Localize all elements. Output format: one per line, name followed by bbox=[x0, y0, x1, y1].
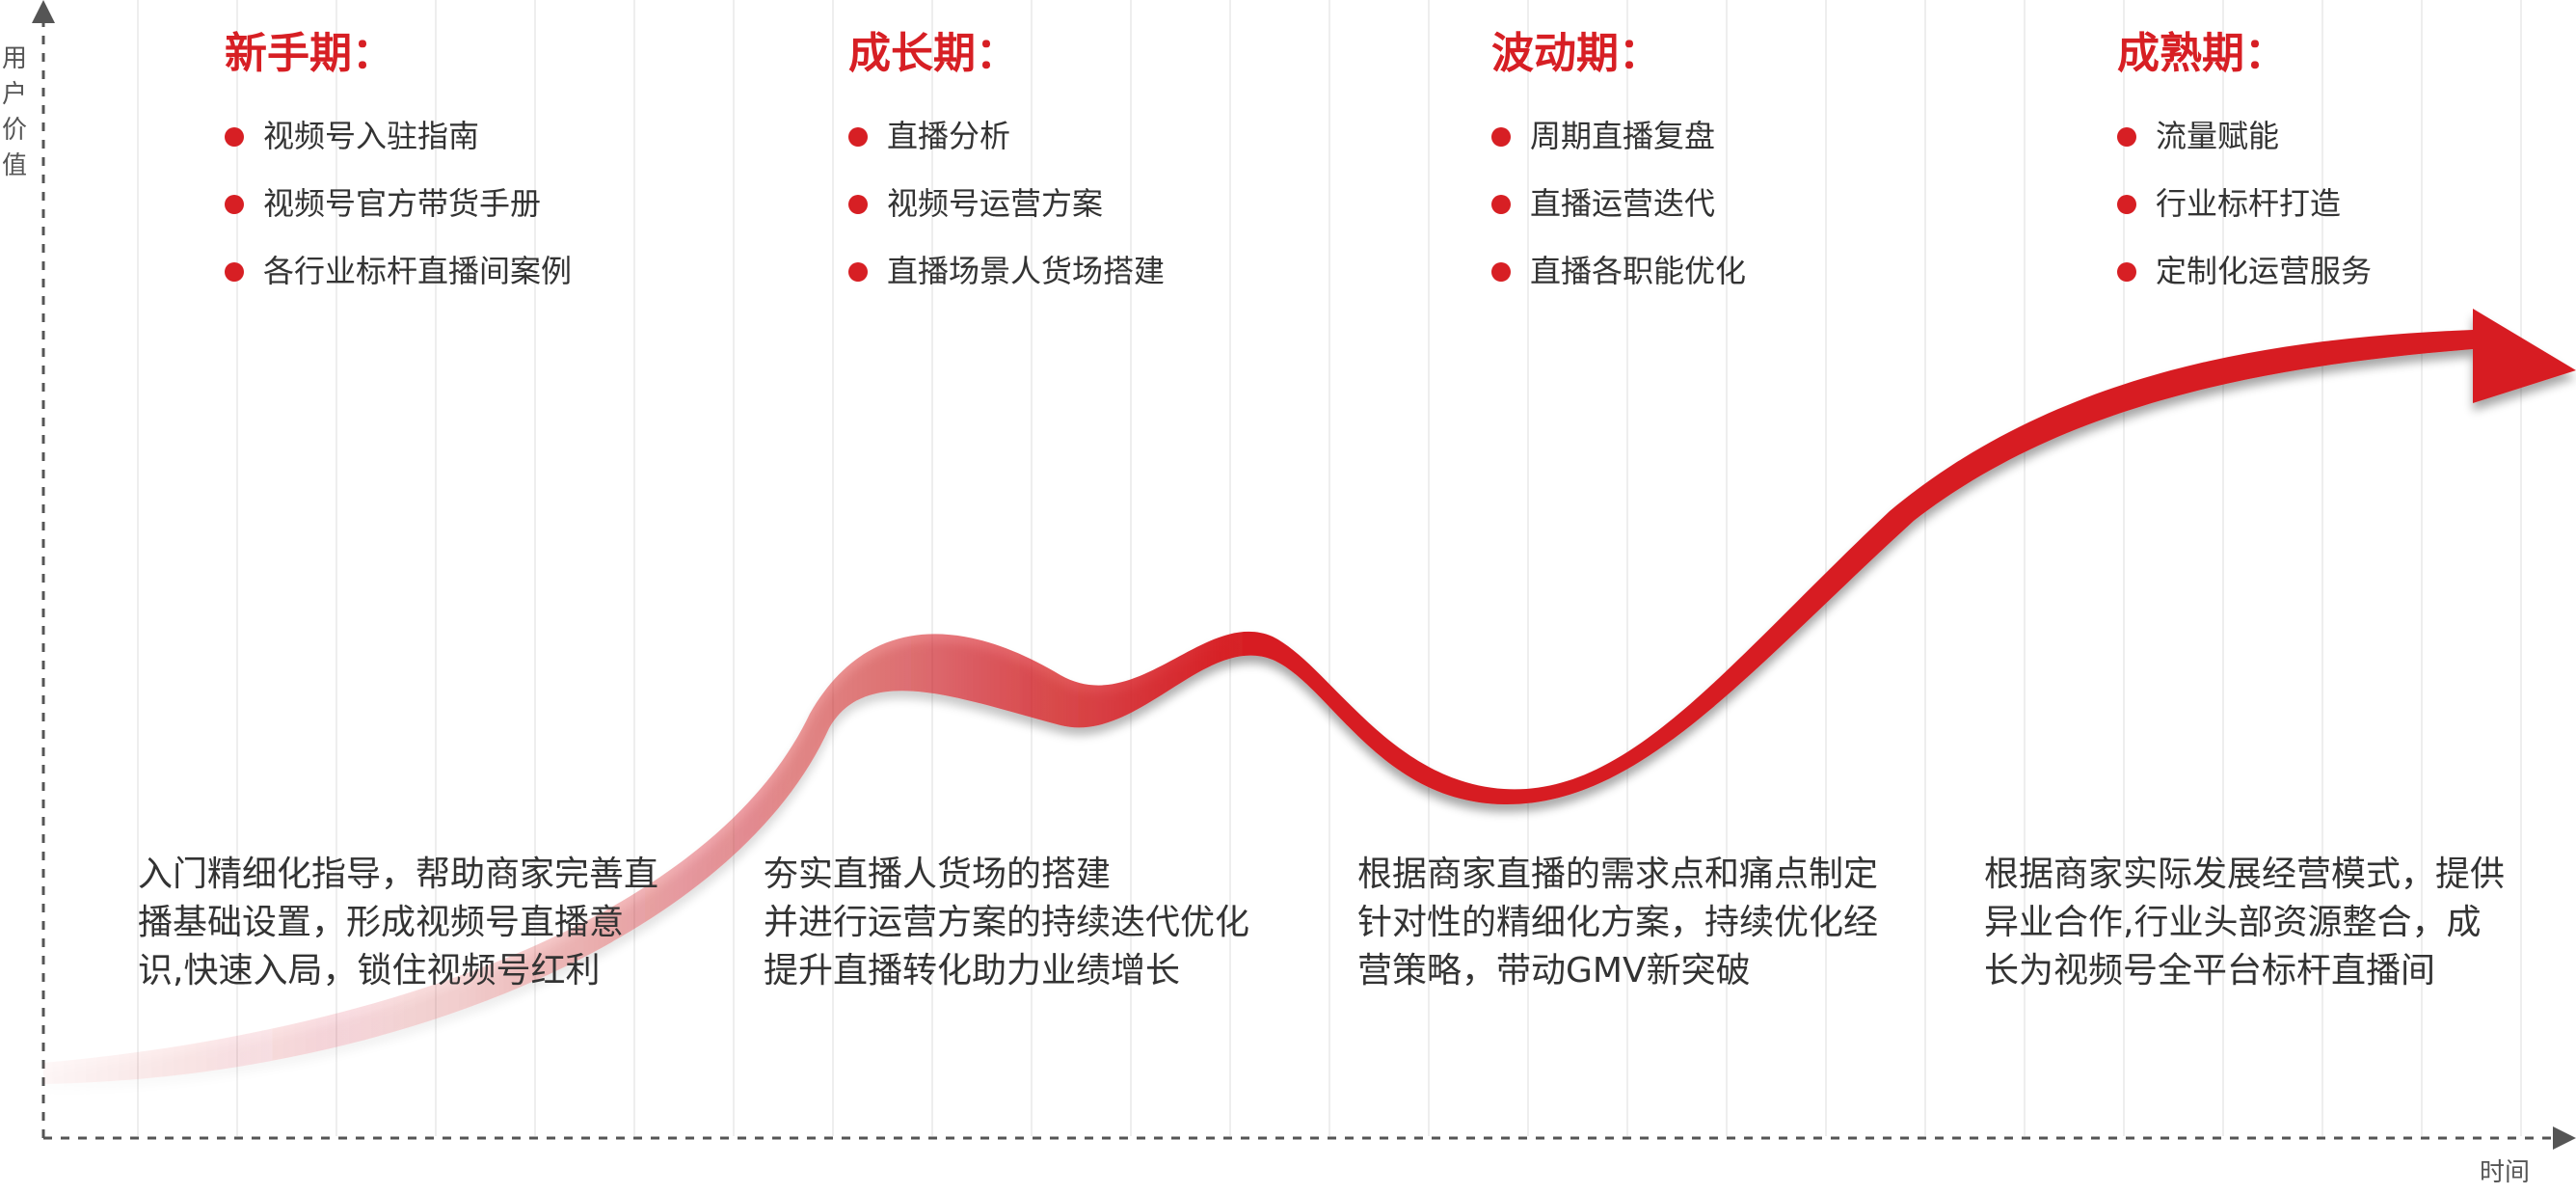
stage-growth: 成长期： 直播分析 视频号运营方案 直播场景人货场搭建 bbox=[848, 27, 1388, 319]
stage-mature: 成熟期： 流量赋能 行业标杆打造 定制化运营服务 bbox=[2117, 27, 2576, 319]
stage-bullet-item: 直播分析 bbox=[848, 117, 1388, 155]
stage-growth-description: 夯实直播人货场的搭建 并进行运营方案的持续迭代优化 提升直播转化助力业绩增长 bbox=[764, 851, 1323, 995]
stage-title: 成长期： bbox=[848, 29, 1018, 78]
stage-bullet-item: 视频号运营方案 bbox=[848, 184, 1388, 223]
stage-bullet-item: 直播各职能优化 bbox=[1491, 252, 2031, 290]
y-axis-label-char: 用 bbox=[2, 44, 28, 73]
stage-novice: 新手期： 视频号入驻指南 视频号官方带货手册 各行业标杆直播间案例 bbox=[225, 27, 765, 319]
stage-bullet-item: 直播运营迭代 bbox=[1491, 184, 2031, 223]
y-axis-label-char: 价 bbox=[2, 116, 28, 145]
stage-fluctuation-description: 根据商家直播的需求点和痛点制定 针对性的精细化方案，持续优化经 营策略，带动GM… bbox=[1357, 851, 1917, 995]
stage-bullet-list: 流量赋能 行业标杆打造 定制化运营服务 bbox=[2117, 117, 2576, 290]
description-line: 并进行运营方案的持续迭代优化 bbox=[764, 903, 1250, 942]
stage-bullet-item: 视频号官方带货手册 bbox=[225, 184, 765, 223]
description-line: 营策略，带动GMV新突破 bbox=[1357, 951, 1751, 990]
stage-bullet-item: 定制化运营服务 bbox=[2117, 252, 2576, 290]
y-axis-arrow-icon bbox=[32, 0, 55, 23]
stage-bullet-item: 视频号入驻指南 bbox=[225, 117, 765, 155]
stage-bullet-list: 周期直播复盘 直播运营迭代 直播各职能优化 bbox=[1491, 117, 2031, 290]
stage-title: 波动期： bbox=[1491, 29, 1661, 78]
stage-bullet-item: 直播场景人货场搭建 bbox=[848, 252, 1388, 290]
stage-bullet-item: 周期直播复盘 bbox=[1491, 117, 2031, 155]
y-axis-label: 用 户 价 值 bbox=[2, 46, 31, 189]
description-line: 识,快速入局，锁住视频号红利 bbox=[138, 951, 601, 990]
stage-bullet-item: 流量赋能 bbox=[2117, 117, 2576, 155]
y-axis-label-char: 户 bbox=[2, 80, 28, 109]
stage-bullet-item: 行业标杆打造 bbox=[2117, 184, 2576, 223]
stage-title: 新手期： bbox=[225, 29, 394, 78]
stage-fluctuation: 波动期： 周期直播复盘 直播运营迭代 直播各职能优化 bbox=[1491, 27, 2031, 319]
description-line: 长为视频号全平台标杆直播间 bbox=[1984, 951, 2436, 990]
description-line: 播基础设置，形成视频号直播意 bbox=[138, 903, 625, 942]
stage-bullet-item: 各行业标杆直播间案例 bbox=[225, 252, 765, 290]
y-axis-label-char: 值 bbox=[2, 151, 28, 180]
stage-bullet-list: 视频号入驻指南 视频号官方带货手册 各行业标杆直播间案例 bbox=[225, 117, 765, 290]
stage-novice-description: 入门精细化指导，帮助商家完善直 播基础设置，形成视频号直播意 识,快速入局，锁住… bbox=[138, 851, 697, 995]
description-line: 入门精细化指导，帮助商家完善直 bbox=[138, 855, 659, 894]
stage-title: 成熟期： bbox=[2117, 29, 2287, 78]
description-line: 根据商家直播的需求点和痛点制定 bbox=[1357, 855, 1879, 894]
stage-bullet-list: 直播分析 视频号运营方案 直播场景人货场搭建 bbox=[848, 117, 1388, 290]
description-line: 针对性的精细化方案，持续优化经 bbox=[1357, 903, 1879, 942]
description-line: 根据商家实际发展经营模式，提供 bbox=[1984, 855, 2506, 894]
x-axis-arrow-icon bbox=[2553, 1126, 2576, 1150]
description-line: 异业合作,行业头部资源整合，成 bbox=[1984, 903, 2482, 942]
x-axis-label: 时间 bbox=[2480, 1158, 2531, 1187]
stage-mature-description: 根据商家实际发展经营模式，提供 异业合作,行业头部资源整合，成 长为视频号全平台… bbox=[1984, 851, 2543, 995]
description-line: 提升直播转化助力业绩增长 bbox=[764, 951, 1181, 990]
background-grid bbox=[137, 0, 2522, 1136]
description-line: 夯实直播人货场的搭建 bbox=[764, 855, 1112, 894]
growth-curve bbox=[43, 309, 2576, 1084]
